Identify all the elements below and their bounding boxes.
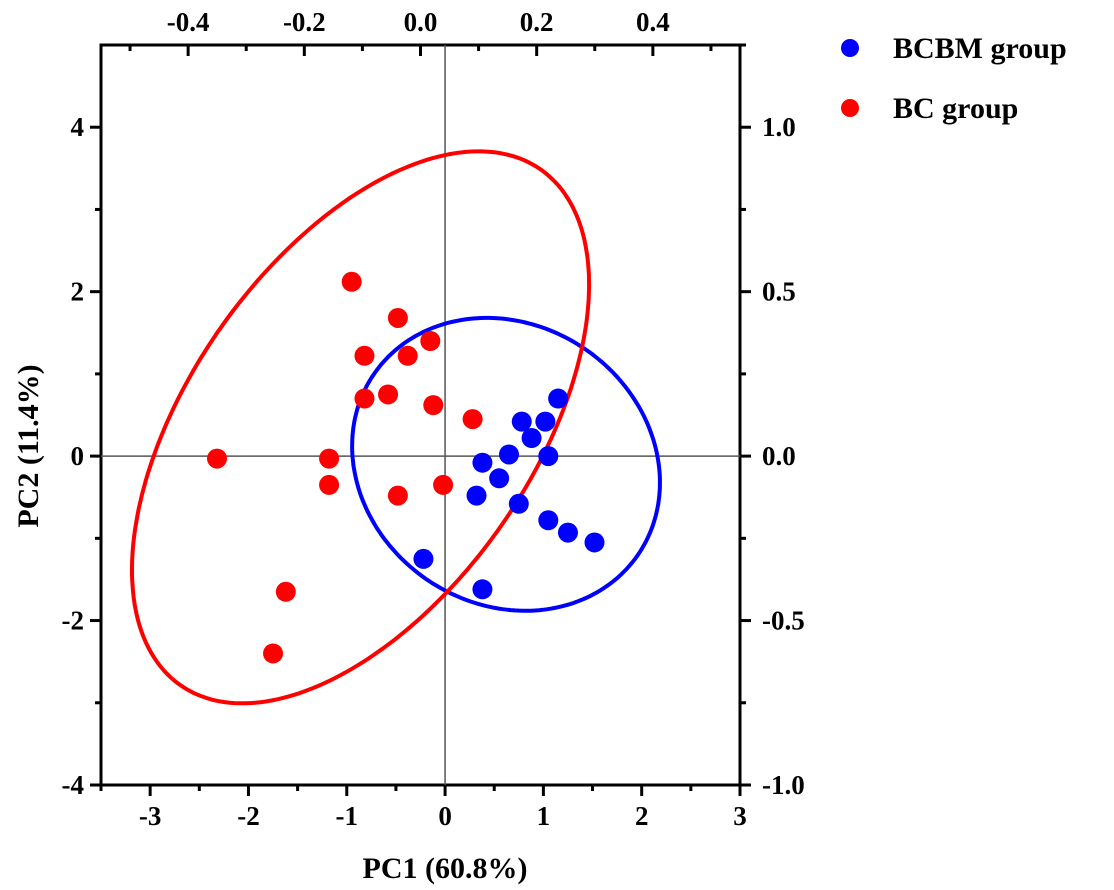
point-bc-group xyxy=(319,474,340,495)
point-bc-group xyxy=(423,395,444,416)
y-tick-label: 2 xyxy=(71,277,85,307)
x-tick-label: 1 xyxy=(537,801,551,831)
x-tick-label: 2 xyxy=(635,801,649,831)
ellipse-bc-group xyxy=(130,149,592,706)
y-axis-title: PC2 (11.4%) xyxy=(12,364,45,527)
top-tick-label: 0.2 xyxy=(520,7,554,37)
point-bcbm-group xyxy=(498,444,519,465)
legend-label-bcbm: BCBM group xyxy=(893,32,1067,65)
point-bcbm-group xyxy=(472,452,493,473)
point-bcbm-group xyxy=(521,428,542,449)
legend-item-bcbm: BCBM group xyxy=(841,32,1067,65)
point-bcbm-group xyxy=(535,411,556,432)
right-tick-label: 0.5 xyxy=(762,277,796,307)
point-bcbm-group xyxy=(508,493,529,514)
y-tick-label: -4 xyxy=(62,770,85,800)
ellipse-bcbm-group xyxy=(350,315,662,613)
right-tick-label: -1.0 xyxy=(762,770,805,800)
x-tick-label: 0 xyxy=(438,801,452,831)
confidence-ellipses xyxy=(130,149,662,706)
point-bcbm-group xyxy=(472,579,493,600)
point-bcbm-group xyxy=(511,411,532,432)
point-bc-group xyxy=(433,474,454,495)
y-tick-label: 0 xyxy=(71,441,85,471)
point-bc-group xyxy=(354,388,375,409)
top-tick-label: 0.0 xyxy=(404,7,438,37)
point-bc-group xyxy=(387,307,408,328)
right-tick-label: -0.5 xyxy=(762,606,805,636)
x-tick-label: 3 xyxy=(733,801,747,831)
point-bcbm-group xyxy=(584,532,605,553)
x-tick-label: -1 xyxy=(336,801,359,831)
point-bc-group xyxy=(378,384,399,405)
top-tick-label: -0.4 xyxy=(167,7,210,37)
x-tick-label: -3 xyxy=(139,801,162,831)
point-bcbm-group xyxy=(489,468,510,489)
axes: -3 -2 -1 0 1 2 3 -4 -2 0 2 4 -0.4 -0.2 0.0 0.2 0.4 -1.0 -0… xyxy=(62,7,805,831)
point-bcbm-group xyxy=(538,510,559,531)
legend: BCBM group BC group xyxy=(841,32,1067,125)
point-bc-group xyxy=(207,448,228,469)
x-tick-label: -2 xyxy=(237,801,260,831)
y-tick-label: -2 xyxy=(62,606,85,636)
right-tick-label: 0.0 xyxy=(762,441,796,471)
point-bc-group xyxy=(354,345,375,366)
point-bc-group xyxy=(275,581,296,602)
legend-label-bc: BC group xyxy=(893,92,1018,125)
right-tick-label: 1.0 xyxy=(762,112,796,142)
point-bcbm-group xyxy=(413,548,434,569)
top-tick-label: -0.2 xyxy=(283,7,326,37)
legend-item-bc: BC group xyxy=(841,92,1018,125)
point-bc-group xyxy=(420,331,441,351)
point-bc-group xyxy=(341,271,362,292)
point-bc-group xyxy=(387,485,408,506)
legend-marker-bc xyxy=(841,99,859,117)
y-tick-label: 4 xyxy=(71,112,85,142)
data-points xyxy=(207,271,605,664)
point-bcbm-group xyxy=(466,485,487,506)
x-axis-title: PC1 (60.8%) xyxy=(363,852,528,885)
point-bc-group xyxy=(263,643,284,664)
point-bc-group xyxy=(397,345,418,366)
point-bcbm-group xyxy=(548,388,569,409)
point-bc-group xyxy=(319,448,340,469)
point-bcbm-group xyxy=(538,446,559,467)
legend-marker-bcbm xyxy=(841,39,859,57)
point-bcbm-group xyxy=(557,522,578,543)
point-bc-group xyxy=(462,409,483,430)
top-tick-label: 0.4 xyxy=(636,7,670,37)
